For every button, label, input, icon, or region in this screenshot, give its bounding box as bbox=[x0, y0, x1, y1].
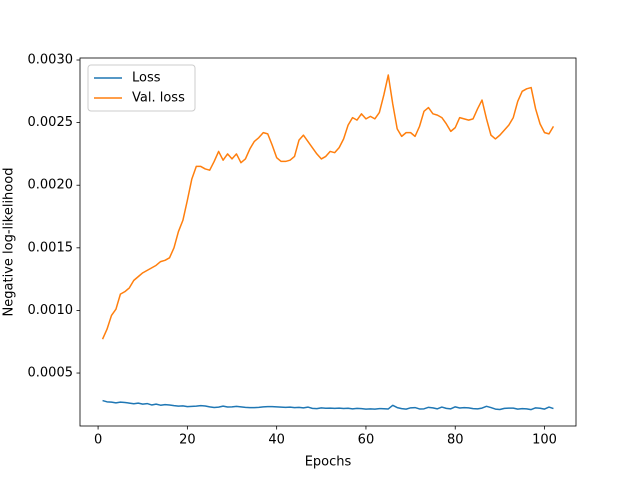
legend-label: Loss bbox=[132, 71, 161, 86]
x-tick-label: 100 bbox=[532, 433, 557, 448]
y-tick-label: 0.0030 bbox=[28, 53, 74, 68]
plot-frame bbox=[79, 57, 577, 427]
y-tick-label: 0.0020 bbox=[28, 178, 74, 193]
legend-label: Val. loss bbox=[132, 91, 185, 106]
line-series bbox=[102, 399, 554, 411]
x-tick-label: 0 bbox=[94, 433, 102, 448]
y-tick-label: 0.0010 bbox=[28, 303, 74, 318]
legend-box bbox=[87, 64, 196, 112]
x-tick-label: 80 bbox=[447, 433, 464, 448]
y-tick-label: 0.0005 bbox=[28, 366, 74, 381]
x-tick-label: 60 bbox=[358, 433, 375, 448]
x-axis-label: Epochs bbox=[305, 455, 352, 470]
y-tick-label: 0.0015 bbox=[28, 240, 74, 255]
line-series bbox=[101, 74, 555, 340]
y-tick-label: 0.0025 bbox=[28, 115, 74, 130]
x-tick-label: 20 bbox=[179, 433, 196, 448]
y-axis-label: Negative log-likelihood bbox=[2, 168, 17, 317]
x-tick-label: 40 bbox=[268, 433, 285, 448]
